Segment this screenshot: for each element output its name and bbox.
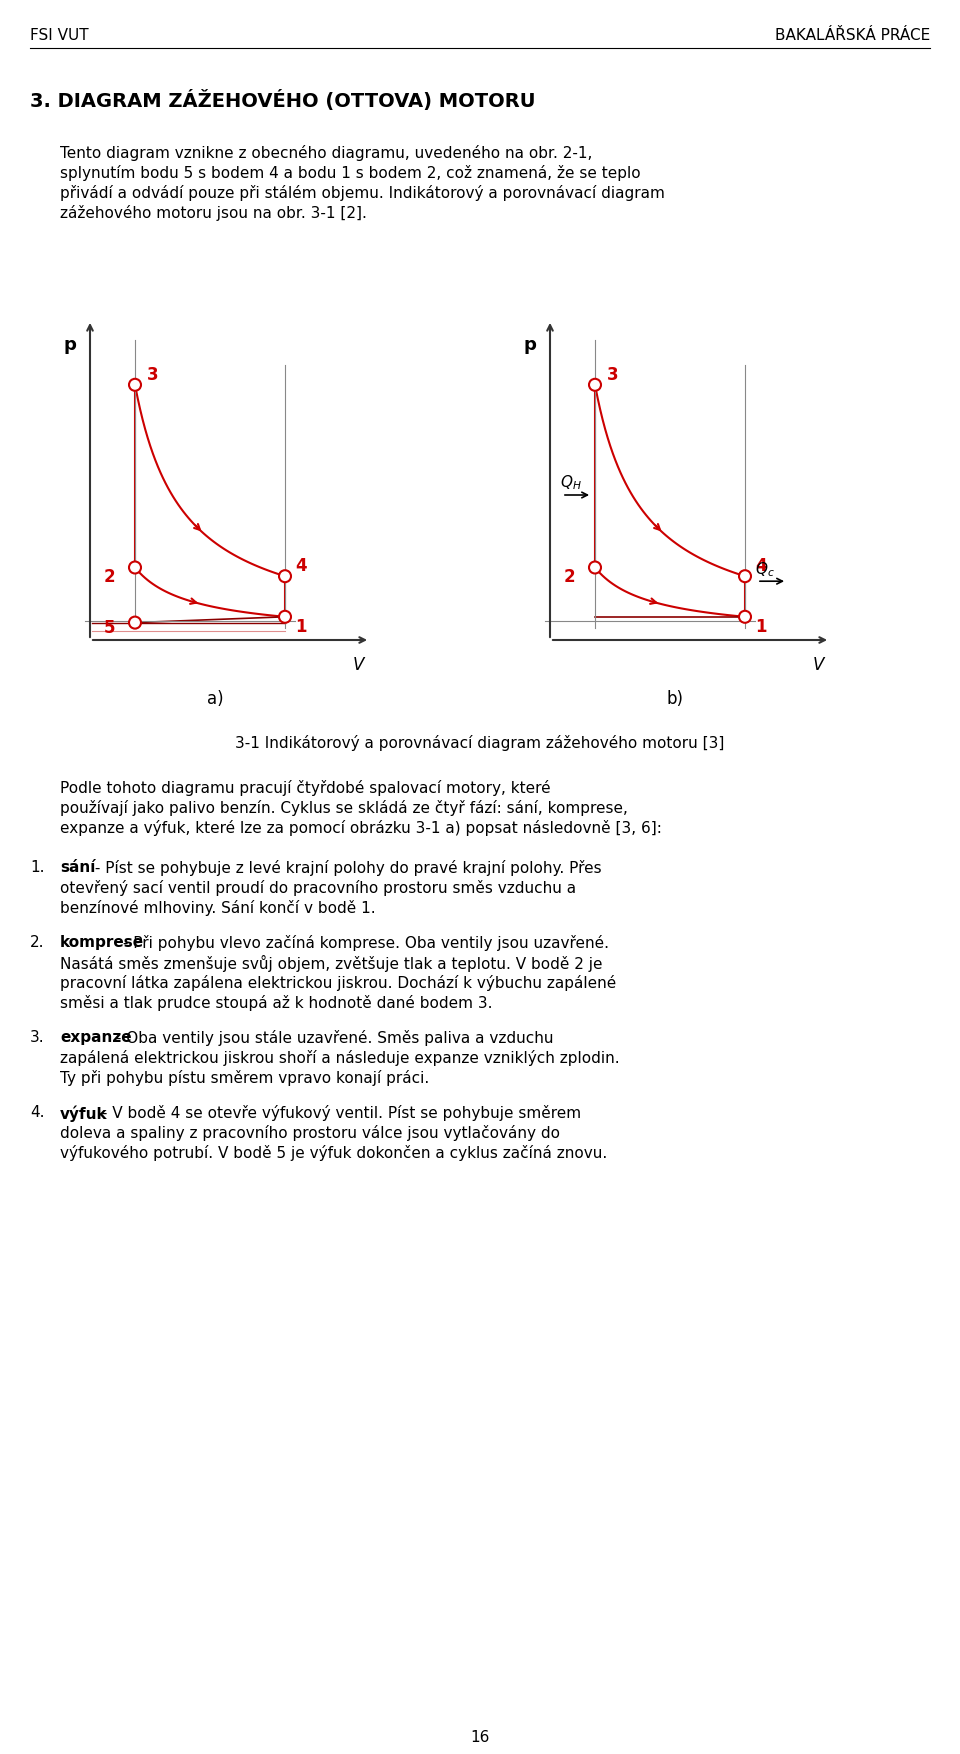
Text: 4: 4 [755,558,767,575]
Text: 1: 1 [295,617,306,635]
Text: - V bodě 4 se otevře výfukový ventil. Píst se pohybuje směrem: - V bodě 4 se otevře výfukový ventil. Pí… [97,1105,581,1121]
Text: 3.: 3. [30,1030,44,1045]
Text: V: V [352,656,364,674]
Text: b): b) [666,689,684,709]
Circle shape [589,561,601,574]
Text: - Oba ventily jsou stále uzavřené. Směs paliva a vzduchu: - Oba ventily jsou stále uzavřené. Směs … [111,1030,554,1045]
Text: zapálená elektrickou jiskrou shoří a následuje expanze vzniklých zplodin.: zapálená elektrickou jiskrou shoří a nás… [60,1051,619,1066]
Circle shape [739,570,751,582]
Text: 3: 3 [147,367,158,384]
Text: komprese: komprese [60,935,144,951]
Text: výfukového potrubí. V bodě 5 je výfuk dokončen a cyklus začíná znovu.: výfukového potrubí. V bodě 5 je výfuk do… [60,1145,608,1161]
Text: 3: 3 [607,367,618,384]
Text: expanze a výfuk, které lze za pomocí obrázku 3-1 a) popsat následovně [3, 6]:: expanze a výfuk, které lze za pomocí obr… [60,821,661,837]
Circle shape [129,561,141,574]
Text: otevřený sací ventil proudí do pracovního prostoru směs vzduchu a: otevřený sací ventil proudí do pracovníh… [60,881,576,896]
Text: 2: 2 [104,568,115,586]
Text: splynutím bodu 5 s bodem 4 a bodu 1 s bodem 2, což znamená, že se teplo: splynutím bodu 5 s bodem 4 a bodu 1 s bo… [60,165,640,181]
Text: Podle tohoto diagramu pracují čtyřdobé spalovací motory, které: Podle tohoto diagramu pracují čtyřdobé s… [60,781,551,796]
Text: Tento diagram vznikne z obecného diagramu, uvedeného na obr. 2-1,: Tento diagram vznikne z obecného diagram… [60,146,592,161]
Text: 2.: 2. [30,935,44,951]
Text: Ty při pohybu pístu směrem vpravo konají práci.: Ty při pohybu pístu směrem vpravo konají… [60,1070,429,1086]
Circle shape [279,610,291,623]
Text: Nasátá směs zmenšuje svůj objem, zvětšuje tlak a teplotu. V bodě 2 je: Nasátá směs zmenšuje svůj objem, zvětšuj… [60,954,603,972]
Text: BAKALÁŘSKÁ PRÁCE: BAKALÁŘSKÁ PRÁCE [775,28,930,44]
Text: expanze: expanze [60,1030,132,1045]
Circle shape [279,570,291,582]
Text: 2: 2 [564,568,575,586]
Text: benzínové mlhoviny. Sání končí v bodě 1.: benzínové mlhoviny. Sání končí v bodě 1. [60,900,375,916]
Text: 1.: 1. [30,859,44,875]
Text: $Q_c$: $Q_c$ [755,560,775,579]
Text: výfuk: výfuk [60,1105,108,1121]
Text: a): a) [206,689,224,709]
Text: přivádí a odvádí pouze při stálém objemu. Indikátorový a porovnávací diagram: přivádí a odvádí pouze při stálém objemu… [60,184,665,202]
Circle shape [739,610,751,623]
Text: 1: 1 [755,617,766,635]
Circle shape [129,617,141,628]
Circle shape [589,379,601,391]
Text: p: p [63,337,77,354]
Text: 3. DIAGRAM ZÁŽEHOVÉHO (OTTOVA) MOTORU: 3. DIAGRAM ZÁŽEHOVÉHO (OTTOVA) MOTORU [30,89,536,111]
Text: 16: 16 [470,1729,490,1745]
Text: sání: sání [60,859,95,875]
Text: V: V [812,656,824,674]
Text: $Q_H$: $Q_H$ [560,474,582,493]
Text: 3-1 Indikátorový a porovnávací diagram zážehového motoru [3]: 3-1 Indikátorový a porovnávací diagram z… [235,735,725,751]
Text: doleva a spaliny z pracovního prostoru válce jsou vytlačovány do: doleva a spaliny z pracovního prostoru v… [60,1124,560,1142]
Text: p: p [523,337,537,354]
Circle shape [129,379,141,391]
Text: - Píst se pohybuje z levé krajní polohy do pravé krajní polohy. Přes: - Píst se pohybuje z levé krajní polohy … [90,859,602,875]
Text: - Při pohybu vlevo začíná komprese. Oba ventily jsou uzavřené.: - Při pohybu vlevo začíná komprese. Oba … [118,935,609,951]
Text: FSI VUT: FSI VUT [30,28,88,44]
Text: zážehového motoru jsou na obr. 3-1 [2].: zážehového motoru jsou na obr. 3-1 [2]. [60,205,367,221]
Text: 4: 4 [295,558,306,575]
Text: používají jako palivo benzín. Cyklus se skládá ze čtyř fází: sání, komprese,: používají jako palivo benzín. Cyklus se … [60,800,628,816]
Text: pracovní látka zapálena elektrickou jiskrou. Dochází k výbuchu zapálené: pracovní látka zapálena elektrickou jisk… [60,975,616,991]
Text: 4.: 4. [30,1105,44,1121]
Text: směsi a tlak prudce stoupá až k hodnotě dané bodem 3.: směsi a tlak prudce stoupá až k hodnotě … [60,995,492,1010]
Text: 5: 5 [104,619,115,637]
